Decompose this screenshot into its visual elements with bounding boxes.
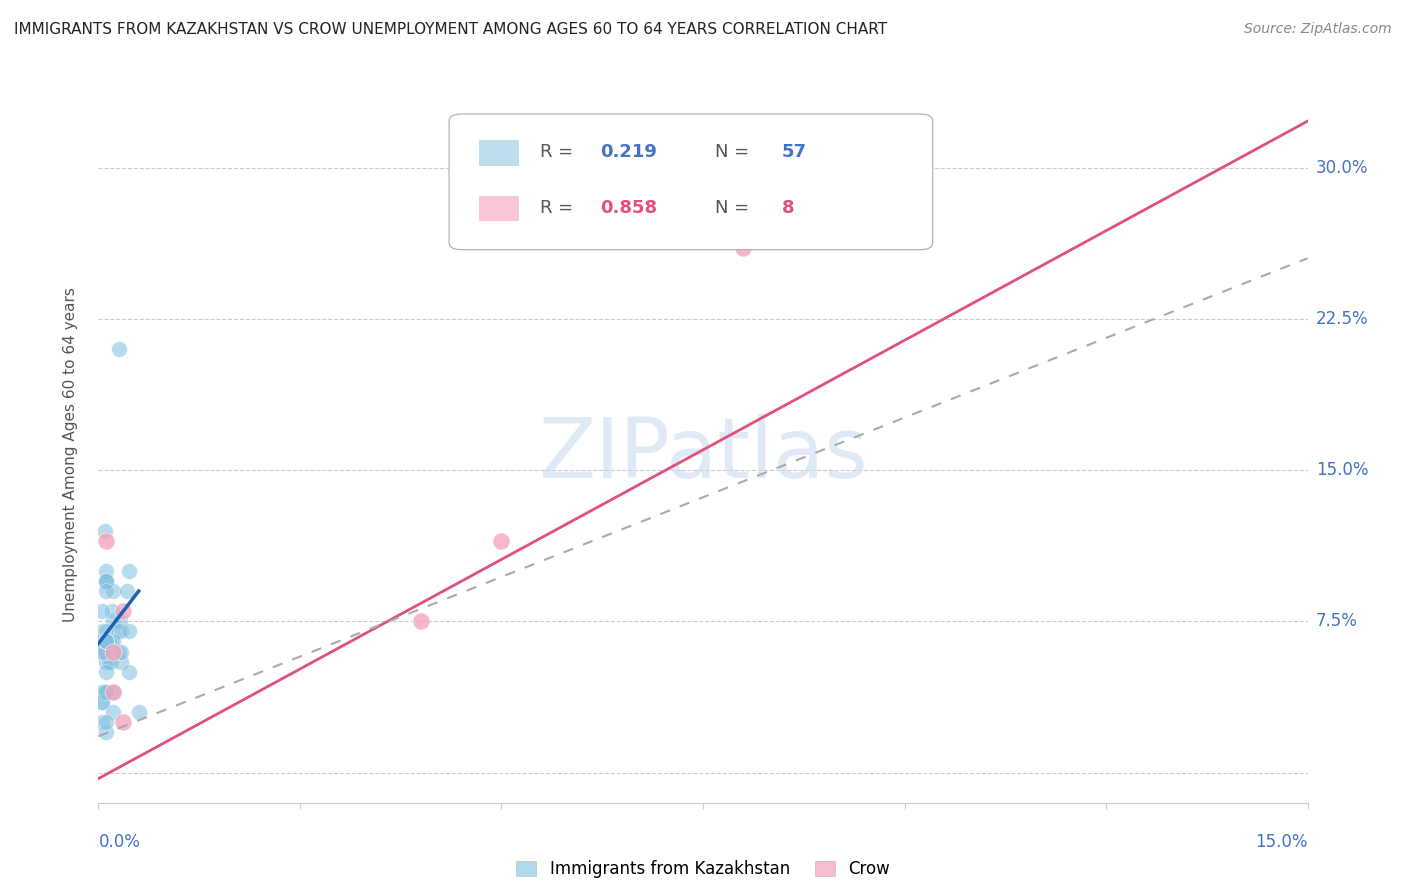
Point [103, 685, 125, 699]
Point [94, 574, 117, 588]
Point [733, 241, 755, 255]
Point [101, 615, 124, 629]
Point [94, 634, 117, 648]
Text: 0.219: 0.219 [600, 144, 657, 161]
Point [409, 615, 432, 629]
Text: IMMIGRANTS FROM KAZAKHSTAN VS CROW UNEMPLOYMENT AMONG AGES 60 TO 64 YEARS CORREL: IMMIGRANTS FROM KAZAKHSTAN VS CROW UNEMP… [14, 22, 887, 37]
Point [118, 665, 141, 679]
Point [96, 564, 118, 578]
Point [94, 634, 117, 648]
Point [90, 695, 112, 709]
Point [96, 634, 118, 648]
Point [94, 655, 117, 669]
Point [96, 574, 118, 588]
Point [107, 342, 129, 356]
Text: 8: 8 [782, 199, 794, 217]
Text: 15.0%: 15.0% [1316, 461, 1368, 479]
Text: N =: N = [716, 199, 755, 217]
Text: 0.0%: 0.0% [98, 833, 141, 851]
Text: 22.5%: 22.5% [1316, 310, 1368, 327]
Point [97, 634, 120, 648]
Point [90, 685, 112, 699]
Point [110, 644, 132, 658]
Point [94, 634, 117, 648]
Bar [479, 140, 517, 165]
Point [93, 685, 115, 699]
Text: 57: 57 [782, 144, 807, 161]
Point [90, 644, 112, 658]
Y-axis label: Unemployment Among Ages 60 to 64 years: Unemployment Among Ages 60 to 64 years [63, 287, 77, 623]
Point [101, 644, 124, 658]
Point [96, 644, 118, 658]
Point [94, 634, 117, 648]
Point [90, 695, 112, 709]
Point [96, 634, 118, 648]
Text: R =: R = [540, 199, 579, 217]
Point [94, 634, 117, 648]
Bar [479, 196, 517, 220]
Text: N =: N = [716, 144, 755, 161]
Point [100, 655, 122, 669]
Point [108, 644, 131, 658]
Point [118, 564, 141, 578]
Point [110, 624, 132, 639]
Point [94, 665, 117, 679]
Point [111, 604, 134, 618]
Text: ZIPatlas: ZIPatlas [538, 415, 868, 495]
Point [90, 715, 112, 730]
Text: 7.5%: 7.5% [1316, 612, 1358, 631]
Legend: Immigrants from Kazakhstan, Crow: Immigrants from Kazakhstan, Crow [509, 854, 897, 885]
Point [94, 624, 117, 639]
Point [491, 533, 513, 548]
Text: Source: ZipAtlas.com: Source: ZipAtlas.com [1244, 22, 1392, 37]
Point [110, 655, 132, 669]
Point [101, 604, 124, 618]
Point [91, 634, 114, 648]
Point [101, 584, 124, 599]
Text: R =: R = [540, 144, 579, 161]
Point [94, 574, 117, 588]
Point [101, 634, 124, 648]
Point [94, 715, 117, 730]
Point [94, 685, 117, 699]
Point [111, 715, 134, 730]
Point [90, 634, 112, 648]
Point [128, 705, 150, 719]
Point [94, 725, 117, 739]
Point [94, 644, 117, 658]
Point [94, 524, 117, 538]
Point [100, 634, 122, 648]
Point [94, 685, 117, 699]
Point [90, 604, 112, 618]
Text: 15.0%: 15.0% [1256, 833, 1308, 851]
Point [96, 634, 118, 648]
Point [96, 533, 118, 548]
Point [94, 634, 117, 648]
Point [90, 624, 112, 639]
Point [96, 584, 118, 599]
Text: 30.0%: 30.0% [1316, 159, 1368, 177]
Point [101, 685, 124, 699]
Point [118, 624, 141, 639]
Point [97, 655, 120, 669]
Point [107, 624, 129, 639]
Point [96, 634, 118, 648]
Text: 0.858: 0.858 [600, 199, 658, 217]
Point [115, 584, 138, 599]
Point [108, 615, 131, 629]
Point [101, 705, 124, 719]
FancyBboxPatch shape [449, 114, 932, 250]
